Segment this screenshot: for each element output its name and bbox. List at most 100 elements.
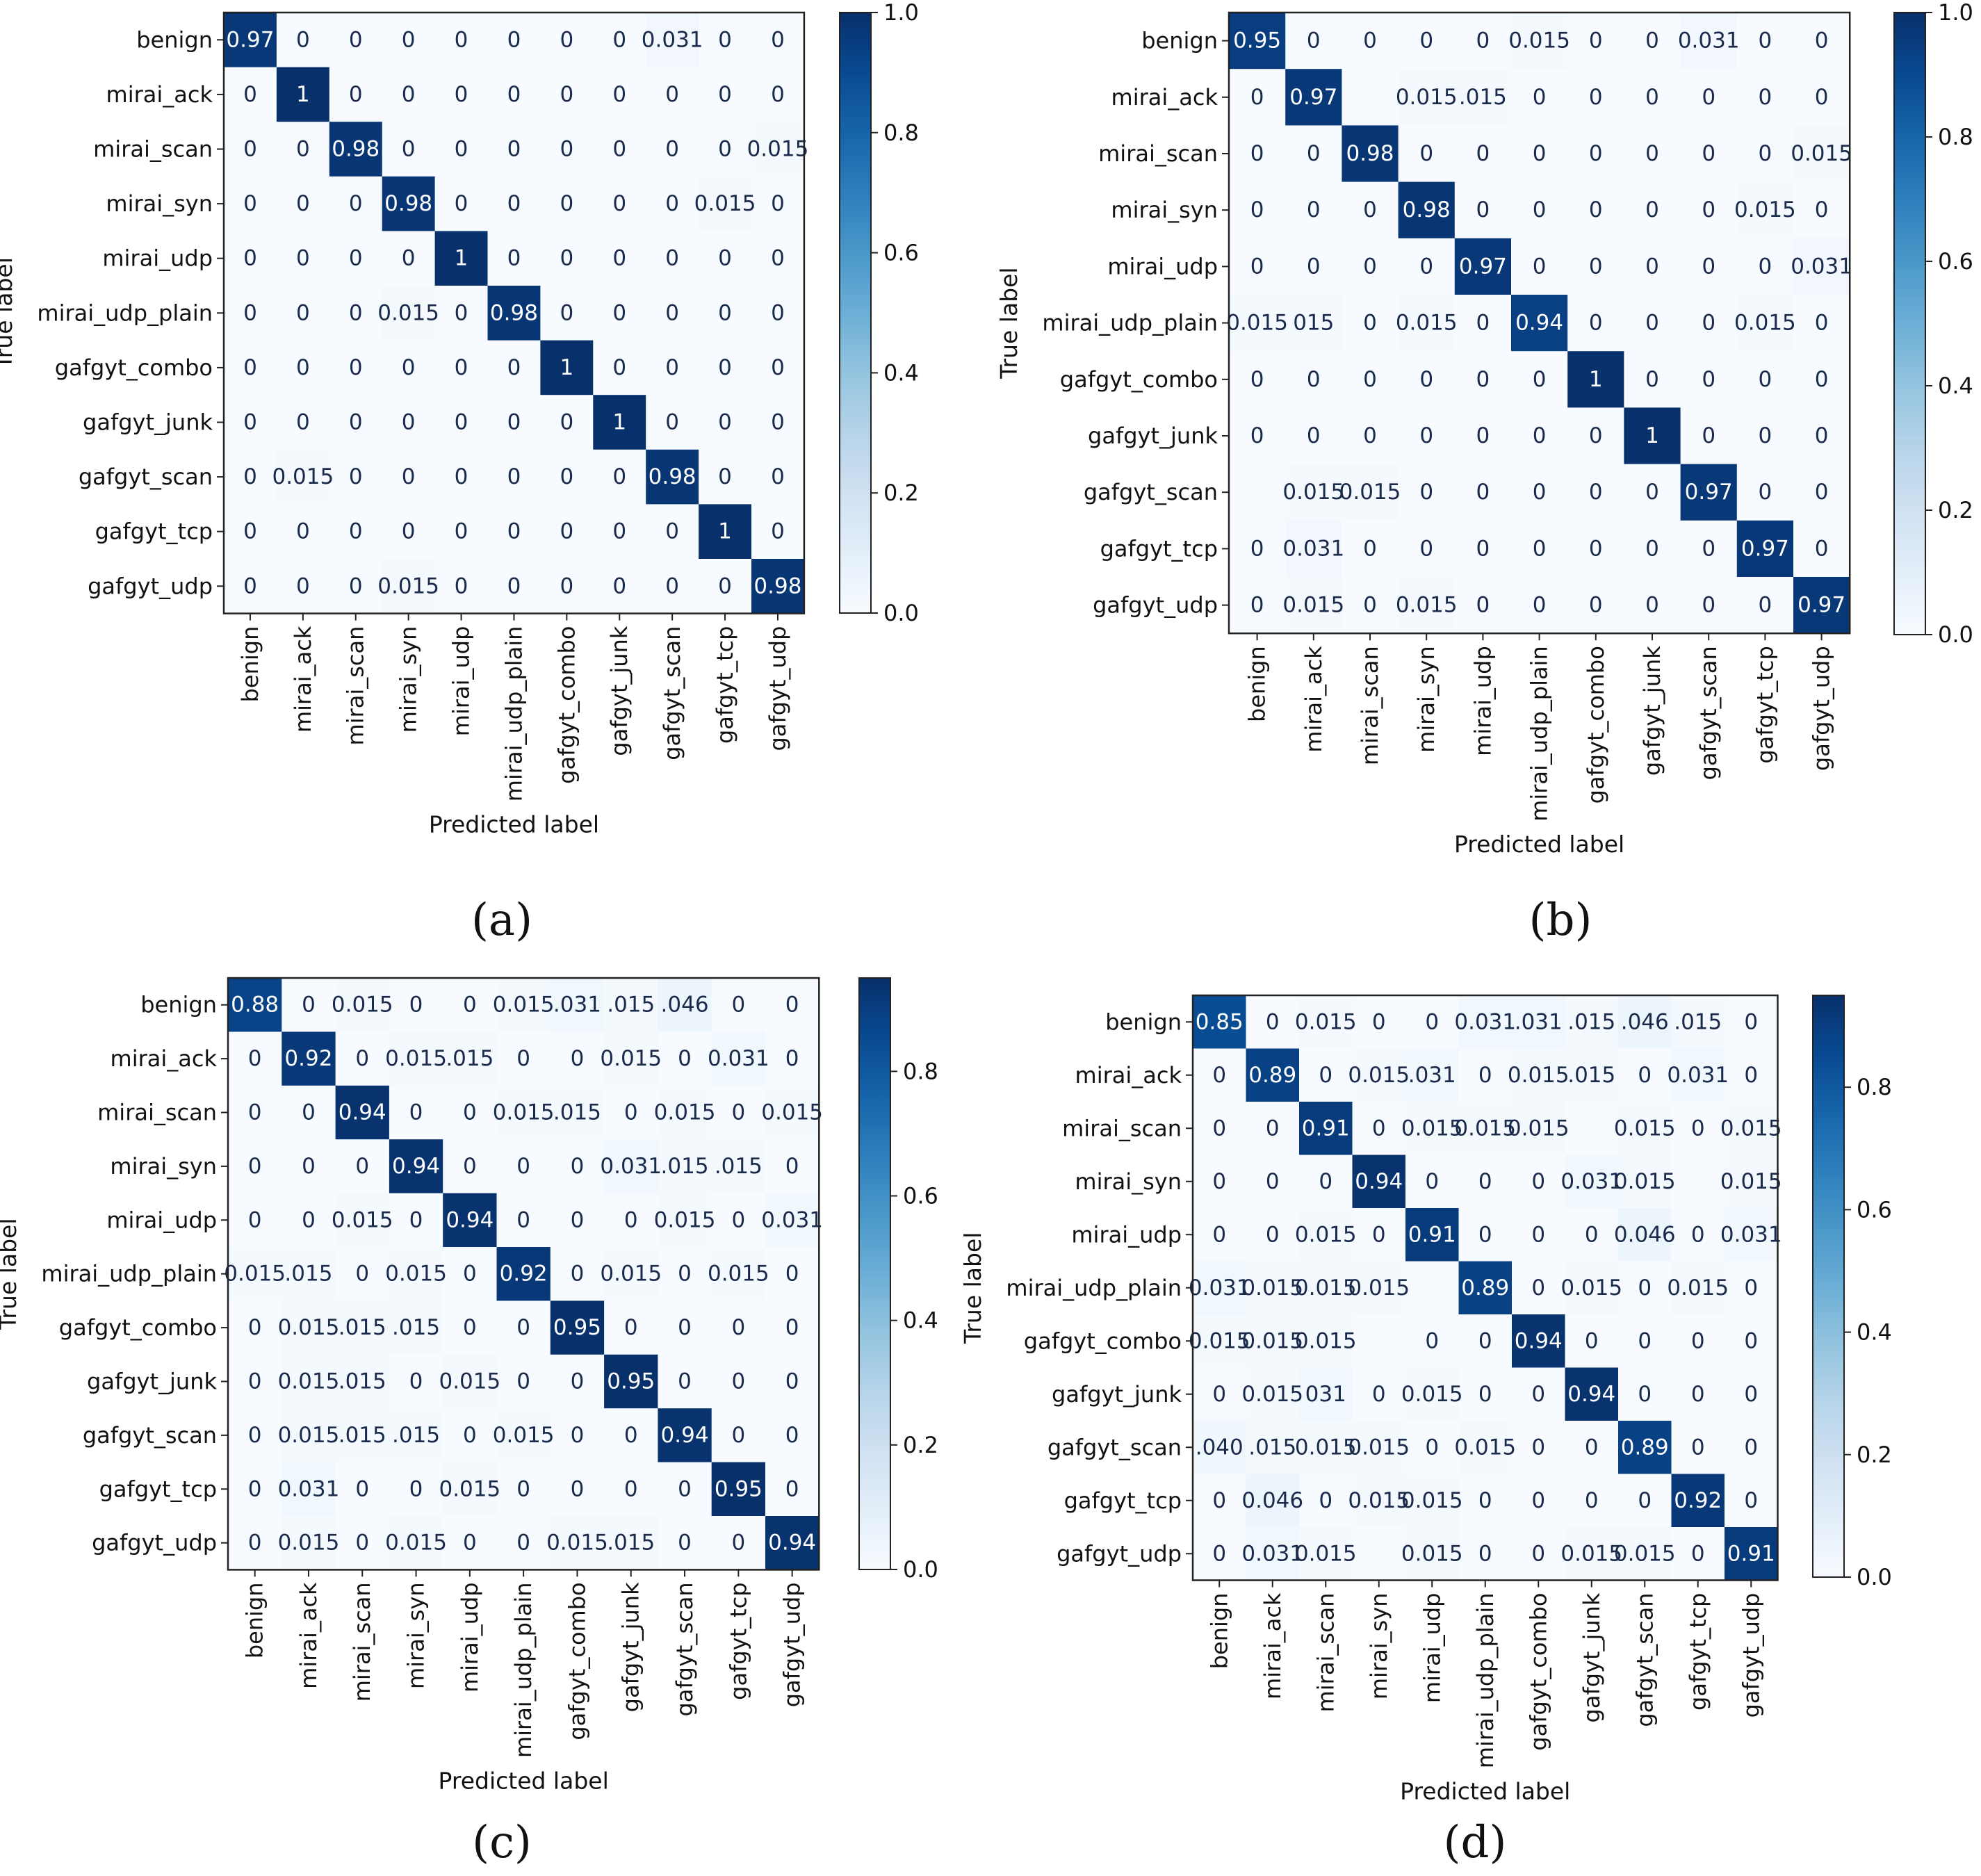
y-tick-label: mirai_ack — [1111, 84, 1218, 111]
heatmap-cell — [540, 286, 594, 341]
cell-value-label: 0 — [1702, 593, 1715, 618]
cell-value-label: 0 — [248, 1207, 262, 1232]
cell-value-label: 0.97 — [1685, 480, 1733, 505]
x-tick-label: benign — [1244, 646, 1271, 722]
cell-value-label: 0 — [1702, 423, 1715, 448]
cell-value-label: 0 — [1815, 480, 1829, 505]
cell-value-label: 0.015 — [1295, 1328, 1357, 1353]
heatmap-cell — [487, 504, 541, 560]
y-tick-label: mirai_udp — [1107, 253, 1218, 279]
heatmap-cell — [1454, 577, 1512, 634]
cell-value-label: 0 — [1363, 367, 1377, 392]
cell-value-label: 0 — [507, 519, 521, 544]
cell-value-label: 0 — [455, 27, 468, 52]
x-tick-label: mirai_udp — [1469, 646, 1496, 756]
cell-value-label: 0 — [731, 1531, 745, 1556]
colorbar-tick-label: 0.8 — [883, 120, 919, 146]
cell-value-label: 0 — [409, 1369, 423, 1394]
heatmap-cell — [329, 449, 383, 505]
cell-value-label: 0 — [1425, 1169, 1439, 1194]
cell-value-label: 0.015 — [1396, 593, 1458, 618]
cell-value-label: 0.015 — [1614, 1116, 1676, 1141]
heatmap-cell — [1680, 13, 1738, 70]
cell-value-label: 0.031 — [1678, 28, 1740, 54]
heatmap-cell — [699, 67, 752, 122]
panel-caption: (d) — [1444, 1817, 1507, 1868]
cell-value-label: 0 — [1319, 1169, 1332, 1194]
heatmap-cell — [1285, 125, 1342, 183]
cell-value-label: 0 — [1266, 1222, 1280, 1247]
heatmap-cell — [1285, 464, 1342, 521]
colorbar — [1812, 995, 1845, 1578]
heatmap-cell — [1454, 520, 1512, 578]
cell-value-label: 0.95 — [1233, 28, 1281, 54]
cell-value-label: 0 — [1585, 1488, 1599, 1513]
heatmap-cell — [1352, 1102, 1406, 1156]
heatmap-cell — [1342, 181, 1399, 239]
x-tick-label: gafgyt_scan — [671, 1582, 698, 1716]
cell-value-label: .031 — [553, 993, 601, 1018]
heatmap-cell — [434, 559, 489, 614]
panel-b: 0.95 0 0 0 0 0.015 0 0 0.031 0 00 0.97 0.015.015 0 0 0 0… — [995, 0, 1973, 946]
y-tick-label: mirai_ack — [1075, 1062, 1182, 1088]
cell-value-label: 0 — [302, 1100, 316, 1125]
heatmap-cell — [1680, 464, 1738, 521]
cell-value-label: 0 — [1702, 311, 1715, 336]
heatmap-cell — [550, 1354, 605, 1409]
colorbar-tick-label: 0.0 — [883, 600, 919, 626]
heatmap-cell — [1565, 1102, 1619, 1156]
heatmap-cell — [593, 13, 646, 68]
heatmap-cell — [382, 176, 436, 231]
cell-value-label: 0 — [1759, 480, 1772, 505]
heatmap-cell — [1299, 1474, 1353, 1528]
heatmap-cell — [765, 1354, 820, 1409]
heatmap-cell — [711, 1031, 766, 1086]
cell-value-label: 0 — [463, 993, 477, 1018]
cell-value-label: 0.015 — [1508, 28, 1570, 54]
heatmap-cell — [228, 1193, 282, 1248]
cell-value-label: 0 — [1589, 480, 1603, 505]
heatmap-cell — [540, 231, 594, 286]
x-tick-label: gafgyt_scan — [1695, 646, 1722, 780]
heatmap-cell — [443, 1408, 498, 1463]
cell-value-label: 0 — [243, 300, 257, 325]
x-tick-label: mirai_scan — [349, 1582, 375, 1702]
cell-value-label: 0 — [1585, 1328, 1599, 1353]
cell-value-label: 0.031 — [600, 1154, 662, 1179]
cell-value-label: 0 — [1363, 593, 1377, 618]
heatmap-cell — [224, 504, 277, 560]
colorbar-tick-label: 0.6 — [903, 1183, 938, 1209]
heatmap-cell — [1229, 351, 1286, 408]
cell-value-label: 0 — [402, 27, 416, 52]
heatmap-cell — [1725, 1048, 1779, 1102]
heatmap-cell — [1454, 464, 1512, 521]
cell-value-label: 0 — [402, 82, 416, 107]
heatmap-cell — [751, 176, 805, 231]
cell-value-label: 0 — [1419, 423, 1433, 448]
cell-value-label: 0 — [665, 573, 679, 598]
heatmap-cell — [1567, 464, 1624, 521]
cell-value-label: 1 — [718, 519, 732, 544]
cell-value-label: 0.98 — [753, 573, 801, 598]
heatmap-cell — [443, 1300, 498, 1355]
heatmap-cell — [1342, 407, 1399, 465]
cell-value-label: 0 — [1531, 1541, 1545, 1566]
cell-value-label: 0 — [1266, 1116, 1280, 1141]
cell-value-label: 0.015 — [654, 1207, 716, 1232]
cell-value-label: 0 — [516, 1531, 530, 1556]
cell-value-label: 0 — [1744, 1275, 1758, 1300]
heatmap-cell — [443, 1462, 498, 1517]
x-tick-label: gafgyt_junk — [618, 1582, 644, 1712]
cell-value-label: 0 — [1250, 423, 1264, 448]
heatmap-cell — [1511, 238, 1568, 295]
cell-value-label: 0 — [1363, 536, 1377, 561]
cell-value-label: 0 — [243, 355, 257, 380]
colorbar-tick-label: 1.0 — [883, 0, 919, 26]
heatmap-cell — [228, 1031, 282, 1086]
cell-value-label: 0 — [296, 355, 310, 380]
cell-value-label: 0.015 — [439, 1369, 500, 1394]
heatmap-cell — [389, 1516, 443, 1570]
cell-value-label: 1 — [455, 246, 468, 271]
heatmap-cell — [1511, 577, 1568, 634]
cell-value-label: 0 — [516, 1369, 530, 1394]
